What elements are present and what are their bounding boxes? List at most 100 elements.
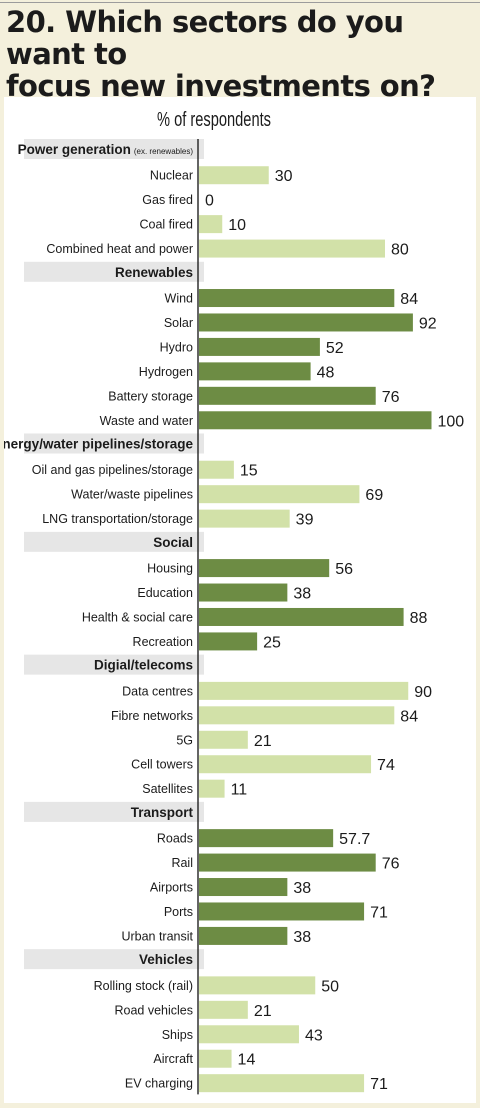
bar (199, 632, 258, 651)
value-label: 43 (305, 1027, 323, 1044)
value-label: 10 (228, 217, 246, 234)
value-label: 56 (335, 561, 353, 578)
value-label: 80 (391, 242, 409, 259)
category-label: Fibre networks (111, 709, 193, 723)
group-label: Transport (131, 805, 194, 820)
value-label: 52 (326, 340, 344, 357)
group-label: Power generation (ex. renewables) (18, 142, 194, 157)
group-label: Vehicles (139, 952, 193, 967)
bar (199, 730, 248, 749)
category-label: Health & social care (82, 610, 193, 624)
category-label: Ships (162, 1028, 193, 1042)
bar (199, 779, 225, 798)
value-label: 76 (382, 389, 400, 406)
bar (199, 460, 234, 479)
group-band (24, 949, 204, 970)
category-label: LNG transportation/storage (42, 512, 193, 526)
value-label: 39 (296, 512, 314, 529)
bar (199, 1074, 365, 1093)
value-label: 15 (240, 463, 258, 480)
bar (199, 902, 365, 921)
group-band (24, 261, 204, 282)
category-label: Hydro (160, 340, 193, 354)
bar (199, 509, 290, 528)
group-band (24, 531, 204, 552)
group-label: Digial/telecoms (94, 658, 193, 673)
bar (199, 706, 395, 725)
bar (199, 166, 269, 185)
value-label: 38 (293, 880, 311, 897)
category-label: Rail (171, 856, 193, 870)
value-label: 92 (419, 315, 437, 332)
category-label: Gas fired (142, 193, 193, 207)
category-label: Combined heat and power (46, 242, 193, 256)
category-label: Urban transit (121, 929, 193, 943)
category-label: Housing (147, 562, 193, 576)
value-label: 71 (370, 904, 388, 921)
category-label: EV charging (125, 1077, 193, 1091)
category-label: Coal fired (140, 218, 194, 232)
bar (199, 1049, 232, 1068)
value-label: 69 (365, 487, 383, 504)
value-label: 88 (410, 610, 428, 627)
category-label: Airports (150, 881, 193, 895)
category-label: Oil and gas pipelines/storage (32, 463, 193, 477)
value-label: 21 (254, 733, 272, 750)
value-label: 0 (205, 193, 214, 210)
category-label: Education (137, 586, 193, 600)
bar (199, 926, 288, 945)
bar (199, 583, 288, 602)
category-label: Water/waste pipelines (71, 488, 193, 502)
bar (199, 485, 360, 504)
bar (199, 607, 404, 626)
chart-title: 20. Which sectors do you want to focus n… (6, 5, 436, 134)
value-label: 71 (370, 1076, 388, 1093)
group-band (24, 139, 204, 159)
value-label: 30 (275, 168, 293, 185)
value-label: 11 (231, 782, 248, 799)
category-label: Wind (165, 292, 194, 306)
category-label: Nuclear (150, 169, 193, 183)
bar (199, 411, 432, 430)
category-label: Recreation (133, 635, 193, 649)
category-label: Cell towers (131, 758, 193, 772)
bar (199, 681, 409, 700)
bar (199, 878, 288, 897)
bar (199, 313, 413, 332)
value-label: 25 (263, 634, 281, 651)
category-label: Battery storage (108, 389, 193, 403)
bar (199, 1025, 299, 1044)
value-label: 74 (377, 757, 395, 774)
value-label: 48 (317, 364, 335, 381)
category-label: Road vehicles (114, 1003, 193, 1017)
value-label: 76 (382, 856, 400, 873)
bar (199, 337, 320, 356)
value-label: 38 (293, 586, 311, 603)
chart-panel: % of respondents Power generation (ex. ren… (4, 97, 476, 1103)
group-band (24, 801, 204, 822)
bar (199, 362, 311, 381)
category-label: Aircraft (153, 1052, 193, 1066)
group-label: Renewables (115, 265, 193, 280)
value-label: 90 (414, 684, 432, 701)
category-label: Ports (164, 905, 193, 919)
value-label: 84 (400, 708, 418, 725)
top-rule (0, 2, 480, 3)
category-label: Solar (164, 316, 193, 330)
bar (199, 829, 334, 848)
value-label: 57.7 (339, 831, 370, 848)
category-label: Rolling stock (rail) (94, 979, 193, 993)
bar (199, 853, 376, 872)
category-label: Data centres (122, 684, 193, 698)
bar-chart: % of respondents Power generation (ex. ren… (4, 109, 464, 1095)
value-label: 14 (238, 1052, 256, 1069)
bar (199, 559, 330, 578)
category-label: 5G (176, 733, 193, 747)
bar (199, 289, 395, 308)
value-label: 38 (293, 929, 311, 946)
group-label: Social (153, 535, 193, 550)
value-label: 84 (400, 291, 418, 308)
bar (199, 976, 316, 995)
chart-subtitle: % of respondents (157, 109, 271, 131)
bar (199, 239, 385, 258)
